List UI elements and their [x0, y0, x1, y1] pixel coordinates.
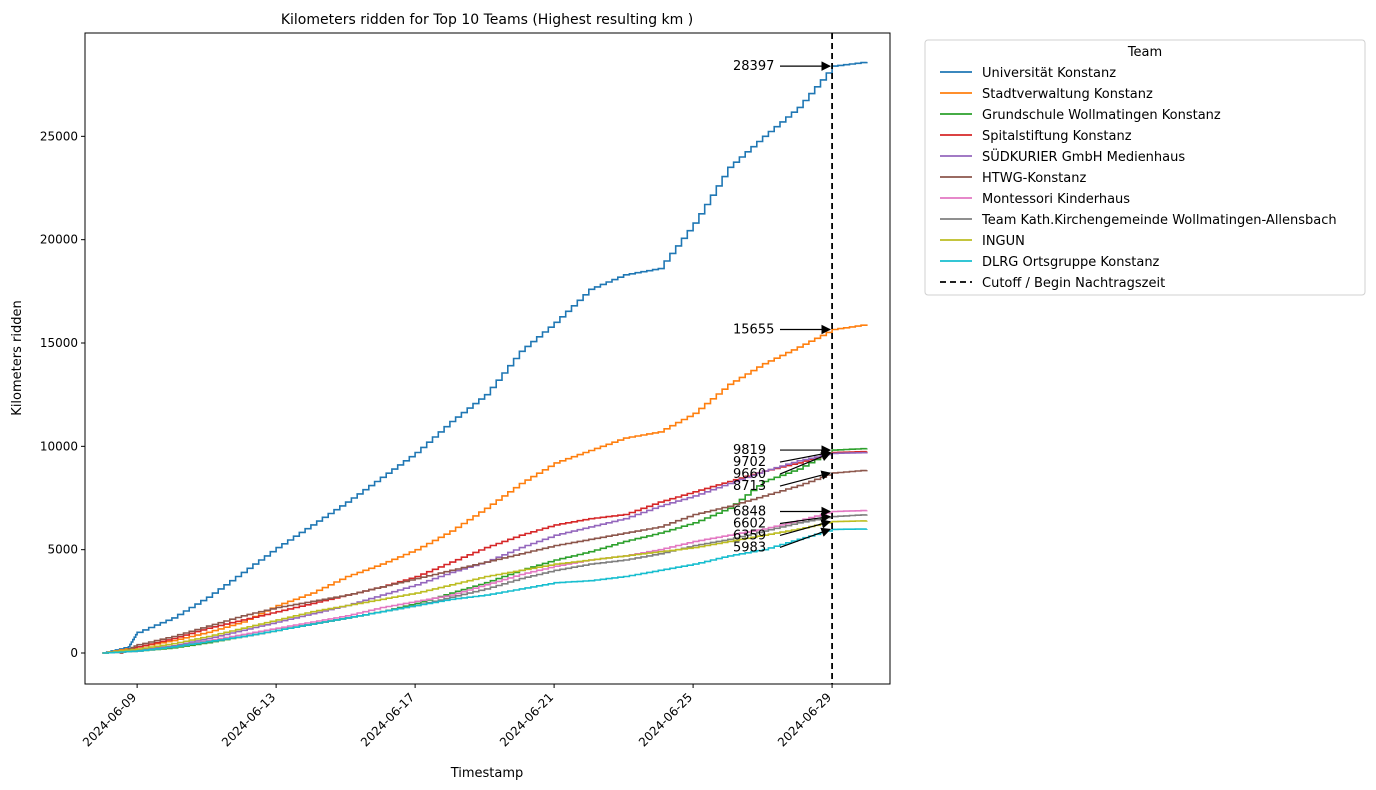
annotation-label: 8713 — [733, 479, 766, 494]
annotation-label: 9702 — [733, 455, 766, 470]
y-tick-label: 10000 — [40, 439, 78, 453]
legend-label: Universität Konstanz — [982, 66, 1116, 81]
y-tick-label: 15000 — [40, 336, 78, 350]
annotation-label: 6848 — [733, 504, 766, 519]
y-tick-label: 0 — [70, 646, 78, 660]
series-line — [102, 61, 868, 654]
y-axis-label: Kilometers ridden — [10, 300, 25, 415]
annotation-arrow — [779, 470, 832, 487]
legend-label: Spitalstiftung Konstanz — [982, 129, 1132, 144]
annotation-label: 9819 — [733, 443, 766, 458]
series-layer — [102, 61, 868, 654]
legend-label: HTWG-Konstanz — [982, 171, 1086, 186]
annotation-arrow — [779, 452, 831, 475]
x-axis: 2024-06-09 2024-06-13 2024-06-17 2024-06-21… — [80, 684, 834, 749]
series-line — [102, 324, 868, 654]
annotation-arrow — [779, 527, 831, 549]
legend-label: INGUN — [982, 234, 1025, 249]
y-tick-label: 20000 — [40, 233, 78, 247]
chart-title: Kilometers ridden for Top 10 Teams (High… — [281, 12, 693, 28]
x-tick-label: 2024-06-21 — [497, 690, 556, 749]
x-tick-label: 2024-06-17 — [358, 690, 417, 749]
legend-title: Team — [1127, 45, 1162, 60]
annotation-arrow — [779, 519, 832, 537]
annotation-label: 5983 — [733, 540, 766, 555]
x-axis-label: Timestamp — [450, 766, 524, 781]
y-tick-label: 25000 — [40, 129, 78, 143]
series-line — [119, 450, 868, 654]
legend-label: SÜDKURIER GmbH Medienhaus — [982, 148, 1185, 165]
annotation-label: 6602 — [733, 516, 766, 531]
x-tick-label: 2024-06-09 — [80, 690, 139, 749]
x-tick-label: 2024-06-13 — [219, 690, 278, 749]
series-line — [102, 528, 868, 654]
annotation-arrow — [779, 512, 832, 525]
y-axis: 0 5000 10000 15000 20000 25000 — [40, 129, 85, 660]
series-line — [119, 469, 868, 654]
legend-items: Universität Konstanz Stadtverwaltung Kons… — [940, 66, 1337, 291]
legend-label: DLRG Ortsgruppe Konstanz — [982, 255, 1160, 270]
annotation-label: 15655 — [733, 322, 774, 337]
legend-label: Stadtverwaltung Konstanz — [982, 87, 1153, 102]
legend-label: Team Kath.Kirchengemeinde Wollmatingen-A… — [981, 213, 1337, 228]
y-tick-label: 5000 — [47, 543, 78, 557]
x-tick-label: 2024-06-25 — [636, 690, 695, 749]
annotation-label: 28397 — [733, 59, 774, 74]
series-line — [102, 509, 868, 654]
annotation-label: 6359 — [733, 528, 766, 543]
legend-label: Grundschule Wollmatingen Konstanz — [982, 108, 1221, 123]
plot-frame — [84, 32, 891, 685]
legend-label: Cutoff / Begin Nachtragszeit — [982, 276, 1165, 291]
legend-box — [924, 39, 1366, 296]
legend: Team Universität Konstanz Stadtverwaltung… — [924, 39, 1366, 296]
series-line — [102, 520, 868, 654]
annotation-label: 9660 — [733, 467, 766, 482]
x-tick-label: 2024-06-29 — [775, 690, 834, 749]
legend-label: Montessori Kinderhaus — [982, 192, 1130, 207]
